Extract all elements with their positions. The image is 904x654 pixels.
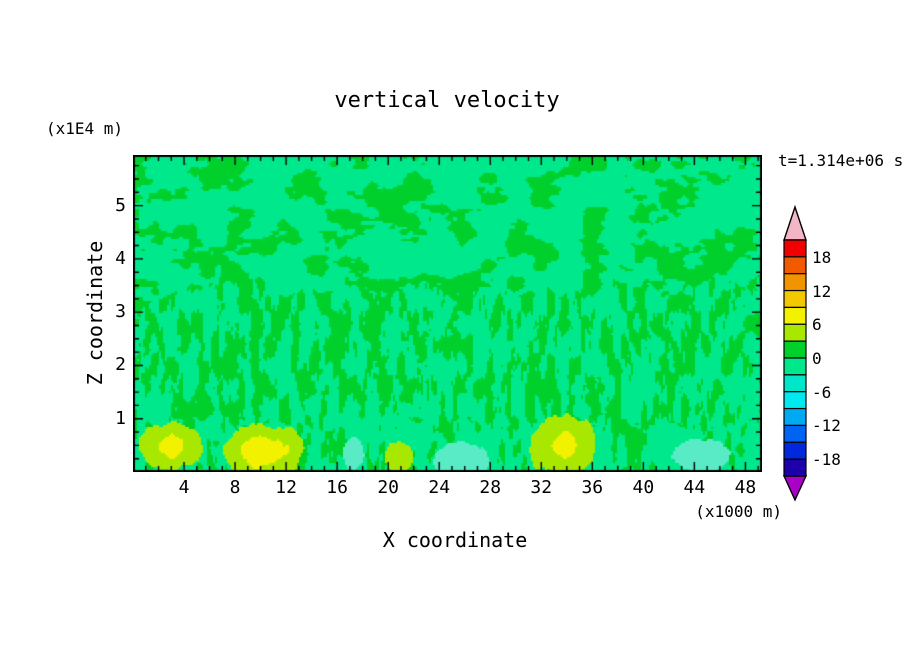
colorbar-segment [783, 256, 807, 275]
x-tick-label: 36 [581, 477, 604, 498]
colorbar-arrow-over [783, 204, 807, 241]
x-axis-unit-label: (x1000 m) [695, 502, 782, 521]
colorbar-segment [783, 458, 807, 477]
colorbar-label: -6 [812, 382, 832, 402]
x-tick-label: 8 [229, 477, 241, 498]
time-annotation: t=1.314e+06 s [778, 151, 904, 170]
z-tick-label: 1 [115, 407, 126, 429]
x-tick-label: 16 [326, 477, 348, 498]
z-tick-label: 3 [115, 301, 126, 323]
colorbar-label: -18 [812, 450, 841, 470]
colorbar-segment [783, 273, 807, 292]
colorbar-segment [783, 407, 807, 427]
z-axis-unit-label: (x1E4 m) [46, 119, 124, 138]
x-tick-label: 28 [479, 477, 502, 498]
colorbar-segment [783, 323, 807, 342]
chart-title: vertical velocity [334, 88, 560, 113]
x-tick-label: 44 [683, 477, 706, 498]
contour-plot-canvas [133, 155, 762, 472]
colorbar-segment [783, 424, 807, 443]
colorbar-segment [783, 239, 807, 258]
x-tick-label: 32 [530, 477, 553, 498]
x-tick-label: 40 [632, 477, 655, 498]
colorbar-label: -12 [812, 416, 841, 436]
colorbar-segment [783, 357, 807, 376]
colorbar-arrow-under [782, 475, 808, 502]
colorbar-segment [783, 340, 807, 359]
colorbar-segment [783, 306, 807, 325]
x-axis-title: X coordinate [382, 528, 528, 552]
colorbar-segment [783, 441, 807, 460]
colorbar-segment [783, 289, 807, 309]
colorbar-label: 0 [812, 349, 822, 368]
colorbar-segment [783, 374, 807, 393]
colorbar-label: 12 [812, 281, 832, 301]
x-tick-label: 48 [734, 477, 757, 498]
x-tick-label: 4 [178, 477, 190, 498]
colorbar [782, 204, 808, 502]
x-tick-label: 12 [275, 477, 297, 498]
z-tick-label: 5 [115, 194, 126, 216]
colorbar-label: 18 [812, 247, 832, 267]
colorbar-segment [783, 391, 807, 410]
x-tick-label: 20 [377, 477, 400, 498]
z-tick-label: 2 [115, 354, 126, 376]
x-tick-label: 24 [428, 477, 451, 498]
colorbar-label: 6 [812, 315, 822, 335]
z-tick-label: 4 [115, 247, 126, 269]
